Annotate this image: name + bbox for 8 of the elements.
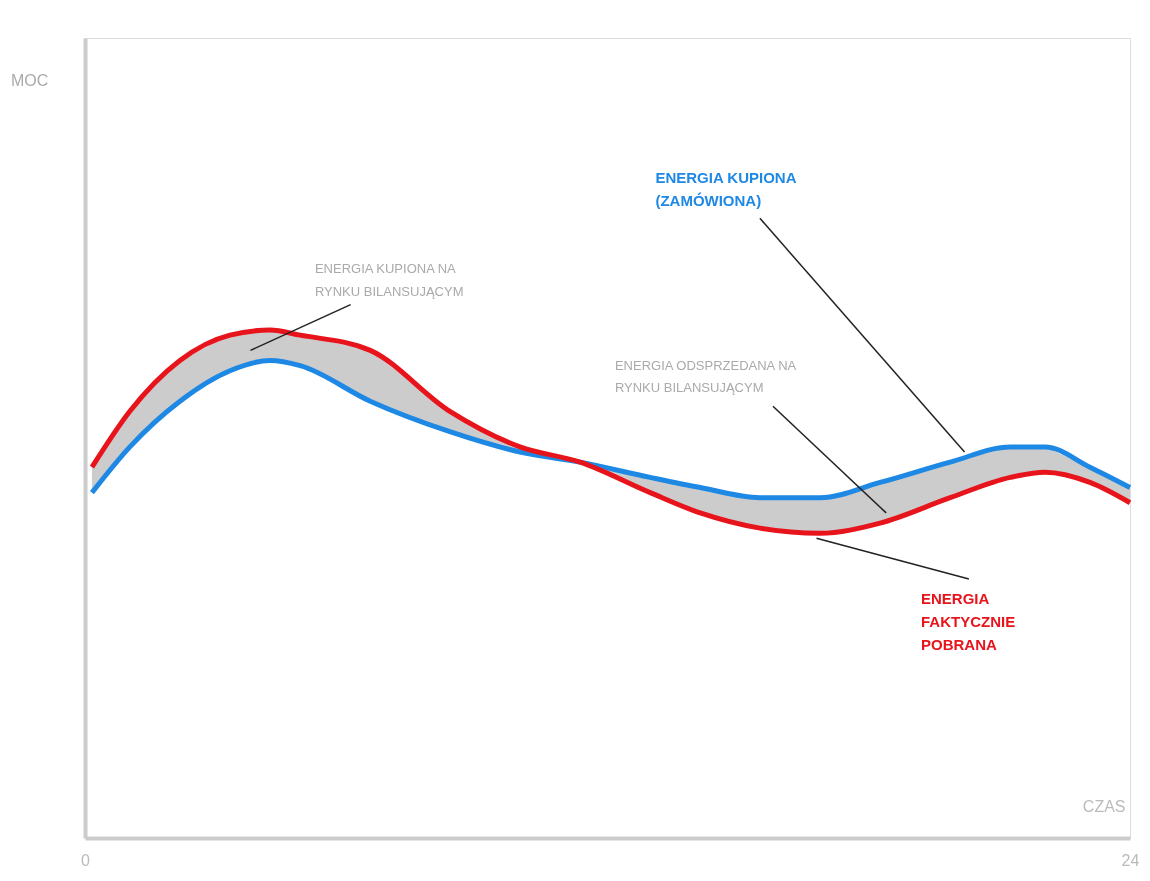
- text: MOC: [10, 72, 49, 90]
- text: ENERGIA FAKTYCZNIE POBRANA: [921, 590, 1016, 653]
- x-tick-label: 24: [1121, 851, 1140, 869]
- text: ENERGIA KUPIONA (ZAMÓWIONA): [655, 168, 797, 209]
- x-axis-title: CZAS: [1082, 797, 1126, 815]
- x-tick-label: 0: [81, 851, 91, 869]
- text: ENERGIA KUPIONA NA RYNKU BILANSUJĄCYM: [314, 261, 464, 299]
- annotation: ENERGIA ODSPRZEDANA NA RYNKU BILANSUJĄCYM: [614, 357, 797, 396]
